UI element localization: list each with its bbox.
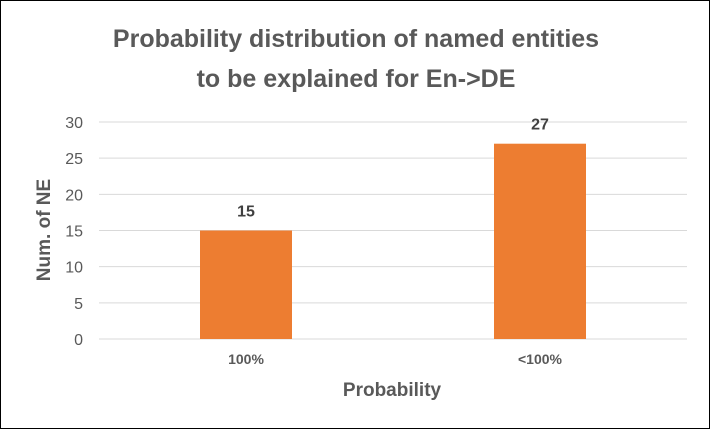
- y-axis-ticks: 0 5 10 15 20 25 30: [65, 115, 83, 349]
- y-tick-label: 10: [65, 260, 83, 277]
- data-label: 15: [237, 204, 255, 221]
- data-label: 27: [531, 117, 549, 134]
- bar: [494, 143, 586, 339]
- chart-title-line-2: to be explained for En->DE: [197, 65, 516, 93]
- y-tick-label: 25: [65, 151, 83, 168]
- x-axis-ticks: 100% <100%: [228, 351, 562, 367]
- y-axis-title: Num. of NE: [34, 179, 55, 281]
- y-tick-label: 15: [65, 224, 83, 241]
- x-tick-label: <100%: [518, 351, 563, 367]
- chart-title-line-1: Probability distribution of named entiti…: [113, 25, 599, 53]
- bar: [200, 230, 292, 339]
- bars: [200, 143, 586, 339]
- gridlines: [99, 121, 687, 340]
- y-tick-label: 30: [65, 115, 83, 132]
- x-axis-title: Probability: [343, 380, 442, 401]
- y-tick-label: 20: [65, 187, 83, 204]
- x-tick-label: 100%: [228, 351, 264, 367]
- chart-title: Probability distribution of named entiti…: [113, 25, 599, 93]
- y-tick-label: 0: [74, 332, 83, 349]
- y-tick-label: 5: [74, 296, 83, 313]
